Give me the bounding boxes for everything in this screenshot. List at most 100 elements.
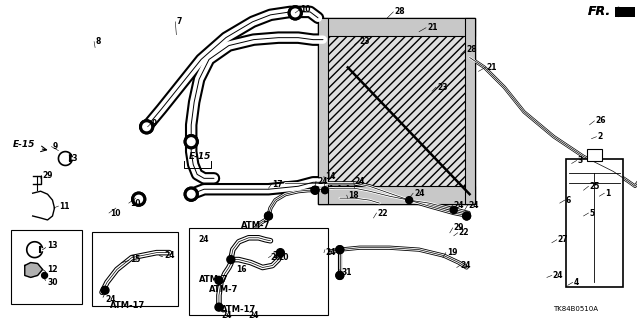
Text: ATM-17: ATM-17 (221, 305, 256, 314)
Text: FR.: FR. (588, 5, 611, 18)
Text: 24: 24 (249, 310, 259, 320)
Text: ATM-17: ATM-17 (110, 301, 145, 310)
Circle shape (188, 190, 195, 198)
Text: 24: 24 (273, 251, 283, 260)
Circle shape (336, 271, 344, 279)
Text: 23: 23 (437, 83, 447, 92)
Text: 26: 26 (595, 116, 606, 125)
Text: 13: 13 (67, 154, 78, 163)
Text: 10: 10 (110, 209, 120, 218)
Text: 23: 23 (360, 37, 370, 46)
Circle shape (143, 123, 150, 131)
Circle shape (451, 207, 457, 213)
Text: 18: 18 (348, 191, 358, 200)
Bar (189, 228, 328, 315)
Circle shape (276, 249, 284, 257)
Text: 10: 10 (130, 199, 140, 208)
Circle shape (227, 256, 235, 264)
Circle shape (406, 197, 413, 204)
Text: 12: 12 (47, 265, 58, 274)
Text: 21: 21 (486, 63, 497, 72)
Text: 22: 22 (459, 228, 469, 237)
Text: 30: 30 (47, 278, 58, 287)
Text: 14: 14 (325, 172, 335, 181)
Circle shape (463, 212, 470, 220)
Text: 28: 28 (394, 7, 405, 16)
Text: ATM-7: ATM-7 (209, 285, 239, 294)
Polygon shape (25, 262, 43, 277)
Bar (11, 230, 82, 304)
Circle shape (132, 192, 146, 206)
Bar (318, 18, 474, 36)
Text: 28: 28 (467, 45, 477, 54)
Bar (326, 26, 467, 196)
Text: 27: 27 (558, 235, 568, 244)
Text: 10: 10 (300, 5, 310, 14)
Circle shape (188, 138, 195, 146)
Text: FR.: FR. (588, 5, 611, 18)
Circle shape (215, 303, 223, 311)
Text: 1: 1 (605, 189, 611, 198)
Text: 24: 24 (105, 295, 115, 304)
Bar (318, 18, 328, 204)
Text: 13: 13 (47, 241, 58, 250)
Text: 9: 9 (52, 142, 58, 151)
Text: 7: 7 (177, 17, 182, 26)
Text: 31: 31 (342, 268, 352, 277)
Circle shape (101, 286, 109, 294)
Circle shape (264, 254, 273, 261)
Bar (318, 18, 474, 204)
Text: 24: 24 (355, 177, 365, 186)
Text: 24: 24 (317, 177, 328, 186)
Text: 29: 29 (43, 171, 53, 180)
Text: 2: 2 (597, 132, 603, 141)
Text: 5: 5 (589, 209, 595, 218)
Circle shape (311, 186, 319, 194)
Circle shape (244, 254, 253, 261)
Text: 16: 16 (236, 265, 246, 274)
Bar (615, 7, 635, 17)
Bar (318, 186, 474, 204)
Text: 22: 22 (378, 209, 388, 218)
Circle shape (42, 272, 47, 278)
Text: 15: 15 (130, 255, 140, 264)
Bar (566, 158, 623, 287)
Circle shape (215, 276, 223, 284)
Text: 24: 24 (164, 251, 175, 260)
Text: 24: 24 (468, 201, 479, 210)
Text: 17: 17 (273, 180, 283, 189)
Text: 9: 9 (152, 119, 157, 128)
Text: 19: 19 (447, 248, 458, 257)
Text: 20: 20 (278, 253, 289, 262)
Text: 11: 11 (60, 202, 70, 211)
Text: TK84B0510A: TK84B0510A (553, 306, 598, 312)
Bar (465, 18, 474, 204)
Text: 24: 24 (325, 248, 335, 257)
Circle shape (140, 120, 154, 134)
Circle shape (288, 6, 302, 20)
Text: 24: 24 (221, 310, 232, 320)
Circle shape (184, 187, 198, 201)
Text: 8: 8 (95, 37, 100, 46)
Circle shape (184, 135, 198, 148)
Circle shape (336, 246, 344, 254)
Circle shape (264, 212, 273, 220)
Text: E-15: E-15 (13, 140, 35, 148)
Bar (92, 232, 179, 306)
Text: 24: 24 (461, 261, 471, 270)
Text: 24: 24 (198, 235, 209, 244)
Circle shape (291, 9, 299, 17)
Text: 24: 24 (414, 189, 424, 198)
Text: 4: 4 (573, 278, 579, 287)
Text: 29: 29 (454, 223, 464, 232)
Text: 21: 21 (427, 23, 438, 32)
Circle shape (244, 234, 253, 242)
Text: 6: 6 (566, 196, 571, 204)
Text: 25: 25 (589, 182, 600, 191)
Circle shape (321, 187, 328, 194)
Text: E-15: E-15 (189, 152, 212, 161)
Text: 3: 3 (577, 156, 583, 165)
Text: 24: 24 (553, 271, 563, 280)
Text: 24: 24 (454, 201, 464, 210)
Circle shape (135, 195, 143, 203)
